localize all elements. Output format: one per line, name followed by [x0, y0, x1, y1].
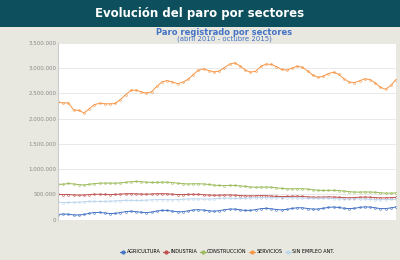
Line: CONSTRUCCIÓN: CONSTRUCCIÓN	[57, 180, 397, 194]
CONSTRUCCIÓN	[212, 184, 216, 187]
Line: SERVICIOS: SERVICIOS	[57, 62, 397, 114]
AGRICULTURA	[76, 213, 81, 217]
AGRICULTURA	[206, 209, 211, 212]
CONSTRUCCIÓN	[134, 180, 138, 183]
SIN EMPLEO ANT.	[165, 198, 170, 201]
AGRICULTURA	[362, 205, 367, 209]
CONSTRUCCIÓN	[326, 189, 331, 192]
AGRICULTURA	[394, 205, 398, 209]
SERVICIOS	[232, 61, 237, 64]
Line: AGRICULTURA: AGRICULTURA	[57, 206, 397, 216]
CONSTRUCCIÓN	[56, 183, 60, 186]
SIN EMPLEO ANT.	[212, 197, 216, 200]
SIN EMPLEO ANT.	[56, 201, 60, 204]
SERVICIOS	[331, 71, 336, 74]
CONSTRUCCIÓN	[394, 191, 398, 194]
SERVICIOS	[212, 70, 216, 74]
INDUSTRIA	[394, 196, 398, 199]
AGRICULTURA	[165, 209, 170, 212]
SERVICIOS	[144, 92, 149, 95]
SIN EMPLEO ANT.	[394, 198, 398, 201]
SIN EMPLEO ANT.	[331, 197, 336, 200]
Line: INDUSTRIA: INDUSTRIA	[57, 193, 397, 199]
CONSTRUCCIÓN	[144, 181, 149, 184]
SIN EMPLEO ANT.	[144, 199, 149, 202]
CONSTRUCCIÓN	[82, 184, 86, 187]
AGRICULTURA	[144, 211, 149, 214]
SERVICIOS	[394, 78, 398, 81]
INDUSTRIA	[165, 192, 170, 196]
AGRICULTURA	[87, 212, 92, 215]
AGRICULTURA	[326, 206, 331, 209]
SERVICIOS	[82, 111, 86, 114]
INDUSTRIA	[139, 192, 144, 196]
INDUSTRIA	[212, 194, 216, 197]
SIN EMPLEO ANT.	[87, 200, 92, 203]
SERVICIOS	[165, 79, 170, 82]
INDUSTRIA	[56, 193, 60, 196]
INDUSTRIA	[82, 193, 86, 197]
INDUSTRIA	[326, 195, 331, 198]
Text: (abril 2010 - octubre 2015): (abril 2010 - octubre 2015)	[176, 36, 272, 42]
SERVICIOS	[56, 100, 60, 103]
INDUSTRIA	[160, 192, 164, 195]
AGRICULTURA	[212, 210, 216, 213]
INDUSTRIA	[206, 193, 211, 197]
SERVICIOS	[206, 69, 211, 72]
Line: SIN EMPLEO ANT.: SIN EMPLEO ANT.	[57, 197, 397, 204]
SIN EMPLEO ANT.	[206, 198, 211, 201]
SIN EMPLEO ANT.	[290, 196, 294, 199]
CONSTRUCCIÓN	[388, 192, 393, 195]
SIN EMPLEO ANT.	[61, 201, 66, 204]
SERVICIOS	[87, 107, 92, 110]
CONSTRUCCIÓN	[165, 181, 170, 184]
Text: Paro registrado por sectores: Paro registrado por sectores	[156, 28, 292, 37]
AGRICULTURA	[56, 213, 60, 216]
INDUSTRIA	[383, 196, 388, 199]
Legend: AGRICULTURA, INDUSTRIA, CONSTRUCCIÓN, SERVICIOS, SIN EMPLEO ANT.: AGRICULTURA, INDUSTRIA, CONSTRUCCIÓN, SE…	[118, 247, 336, 256]
CONSTRUCCIÓN	[206, 183, 211, 186]
Text: Evolución del paro por sectores: Evolución del paro por sectores	[96, 7, 304, 20]
